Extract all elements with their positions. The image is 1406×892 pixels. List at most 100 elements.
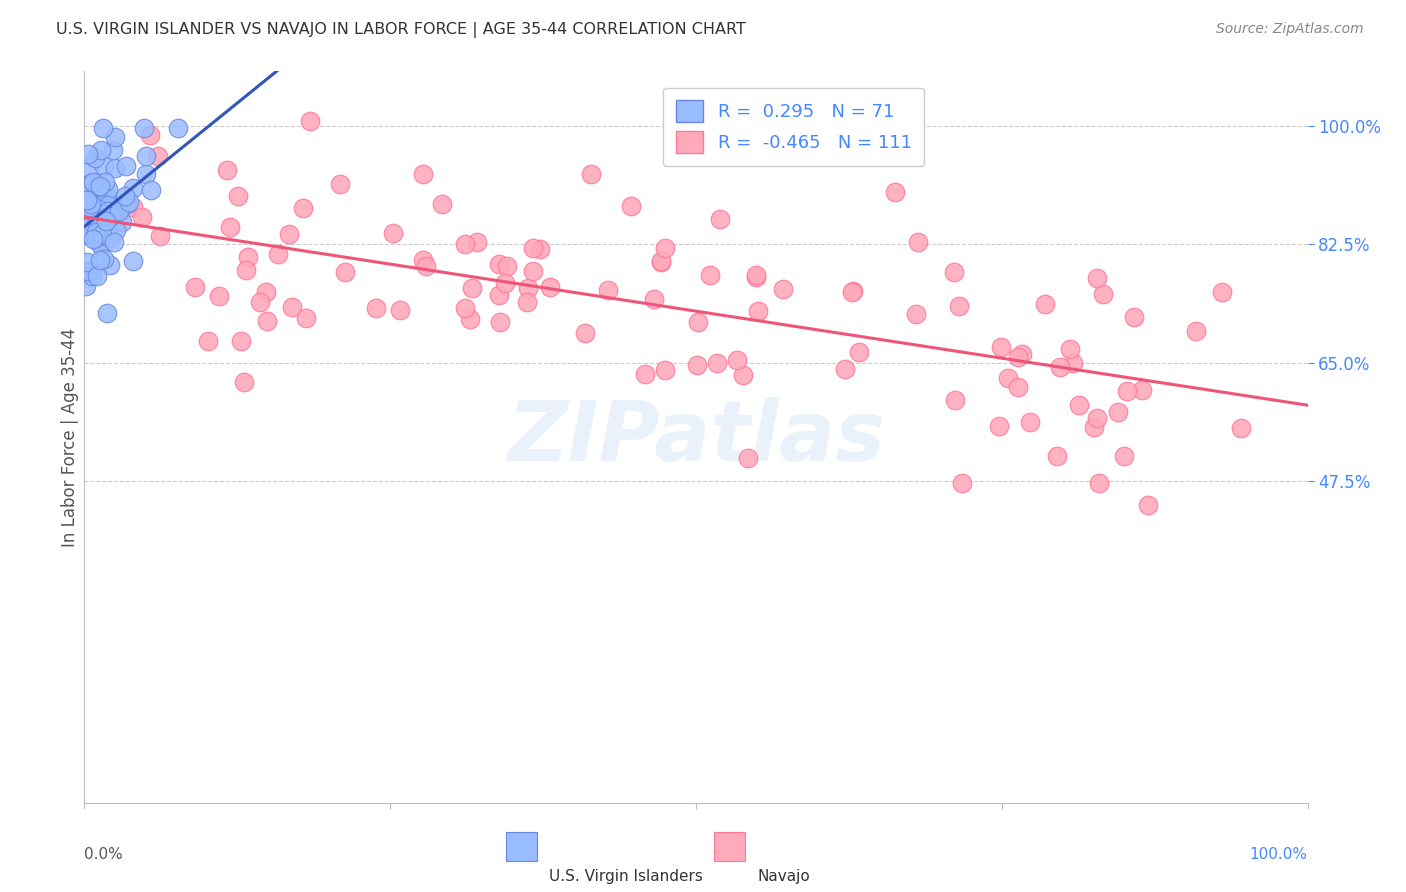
Point [80,176,103,190]
Point [415,259,437,273]
Point [488,288,510,302]
Point [121,181,143,195]
Point [1007,350,1029,364]
Point [772,282,794,296]
Point [267,246,290,260]
Text: 100.0%: 100.0% [1250,847,1308,862]
Point [488,257,510,271]
Point [1059,342,1081,356]
Point [77,147,100,161]
Point [460,311,482,326]
Point [238,250,260,264]
Point [699,268,721,282]
Point [990,340,1012,354]
Point [93,252,115,266]
Point [104,130,127,145]
Point [89,179,111,194]
Point [217,163,239,178]
Point [905,307,928,321]
Point [907,235,929,249]
Point [256,314,278,328]
Bar [714,832,745,862]
Point [104,223,127,237]
Point [73,192,96,206]
Y-axis label: In Labor Force | Age 35-44: In Labor Force | Age 35-44 [62,327,80,547]
Point [84,225,107,239]
Point [91,120,114,135]
Point [686,358,709,372]
Point [91,218,114,232]
Point [1130,383,1153,397]
Point [943,392,966,407]
Point [84,186,107,200]
Point [522,263,544,277]
Point [84,151,107,165]
Text: Source: ZipAtlas.com: Source: ZipAtlas.com [1216,22,1364,37]
Point [516,295,538,310]
Point [454,301,477,315]
Point [167,120,190,135]
Point [97,190,120,204]
Point [744,269,766,284]
Point [108,204,131,219]
Point [948,299,970,313]
Point [86,268,108,283]
Text: ZIPatlas: ZIPatlas [508,397,884,477]
Point [988,418,1011,433]
Point [620,198,643,212]
Point [494,277,516,291]
Point [430,196,453,211]
Point [97,204,120,219]
Point [329,177,352,191]
Point [1085,271,1108,285]
Point [1049,360,1071,375]
Point [277,227,299,242]
Point [1018,415,1040,429]
Point [118,195,141,210]
Point [884,185,907,199]
Point [75,186,97,201]
Point [79,200,101,214]
Point [94,214,117,228]
Point [1062,356,1084,370]
Point [1083,420,1105,434]
Text: Navajo: Navajo [758,869,810,884]
Point [731,368,754,382]
Point [139,183,162,197]
Point [281,300,304,314]
Point [706,356,728,370]
Point [1107,405,1129,419]
Point [131,211,153,225]
Point [100,209,122,223]
Point [1045,449,1067,463]
Point [842,285,865,299]
Point [709,211,731,226]
Point [516,281,538,295]
Point [226,189,249,203]
Point [121,200,143,214]
Point [75,227,97,242]
Point [848,345,870,359]
Text: 0.0%: 0.0% [84,847,124,862]
Point [89,253,111,268]
Point [82,175,104,189]
Point [412,167,434,181]
Point [254,285,277,300]
Point [596,283,619,297]
Point [381,227,404,241]
Point [298,114,321,128]
Point [82,232,104,246]
Point [295,311,318,326]
Point [737,450,759,465]
Point [197,334,219,348]
Text: U.S. VIRGIN ISLANDER VS NAVAJO IN LABOR FORCE | AGE 35-44 CORRELATION CHART: U.S. VIRGIN ISLANDER VS NAVAJO IN LABOR … [56,22,747,38]
Point [1229,421,1251,435]
Point [841,285,863,300]
Point [77,161,100,175]
Point [654,241,676,255]
Point [75,221,97,235]
Point [97,198,120,212]
Point [650,253,672,268]
Text: U.S. Virgin Islanders: U.S. Virgin Islanders [550,869,703,884]
Point [1033,297,1056,311]
